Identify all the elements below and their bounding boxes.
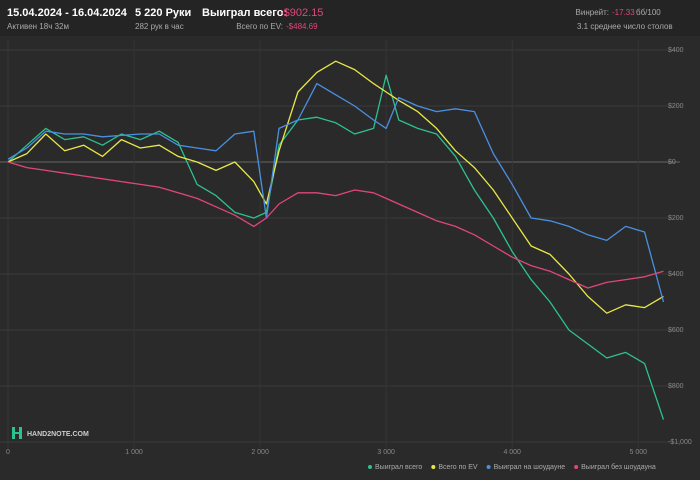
legend-marker xyxy=(368,465,372,469)
tables: 3.1 среднее число столов xyxy=(577,22,673,31)
logo: HAND2NOTE.COM xyxy=(12,427,89,439)
header-bar xyxy=(0,0,700,36)
legend-marker xyxy=(431,465,436,469)
y-tick-label: $400 xyxy=(668,47,684,54)
hands-per-hour: 282 рук в час xyxy=(135,22,184,31)
legend-label: Выиграл без шоудауна xyxy=(581,463,656,471)
date-range: 15.04.2024 - 16.04.2024 xyxy=(7,7,128,19)
winrate-unit: бб/100 xyxy=(636,8,661,17)
y-tick-label: $0 xyxy=(668,159,676,166)
series-line xyxy=(7,60,664,314)
y-tick-label: $600 xyxy=(668,327,684,334)
hands: 5 220 Руки xyxy=(135,7,191,19)
y-tick-label: -$1,000 xyxy=(668,439,692,446)
legend-marker xyxy=(574,465,579,469)
x-tick-label: 5 000 xyxy=(630,449,648,456)
x-tick-label: 0 xyxy=(6,449,10,456)
logo-text: HAND2NOTE.COM xyxy=(27,431,89,438)
winrate-value: -17.33 xyxy=(612,8,635,17)
legend-label: Выиграл всего xyxy=(375,464,422,471)
x-tick-label: 3 000 xyxy=(377,449,395,456)
active-time: Активен 18ч 32м xyxy=(7,22,69,31)
x-tick-label: 2 000 xyxy=(251,449,269,456)
winrate-label: Винрейт: xyxy=(576,8,609,17)
y-tick-label: $200 xyxy=(668,103,684,110)
won-value: -$902.15 xyxy=(280,7,323,19)
ev-value: -$484.69 xyxy=(286,22,318,31)
x-tick-label: 4 000 xyxy=(503,449,521,456)
won-label: Выиграл всего: xyxy=(202,7,287,19)
y-tick-label: $800 xyxy=(668,383,684,390)
legend-label: Всего по EV xyxy=(438,464,478,471)
ev-label: Всего по EV: xyxy=(236,22,283,31)
series-line xyxy=(7,74,665,420)
x-tick-label: 1 000 xyxy=(125,449,143,456)
legend-marker xyxy=(486,465,491,469)
y-tick-label: $400 xyxy=(668,271,684,278)
series-line xyxy=(7,161,664,289)
series-line xyxy=(7,82,665,303)
y-tick-label: $200 xyxy=(668,215,684,222)
logo-bar xyxy=(12,432,22,434)
legend-label: Выиграл на шоудауне xyxy=(494,464,566,471)
